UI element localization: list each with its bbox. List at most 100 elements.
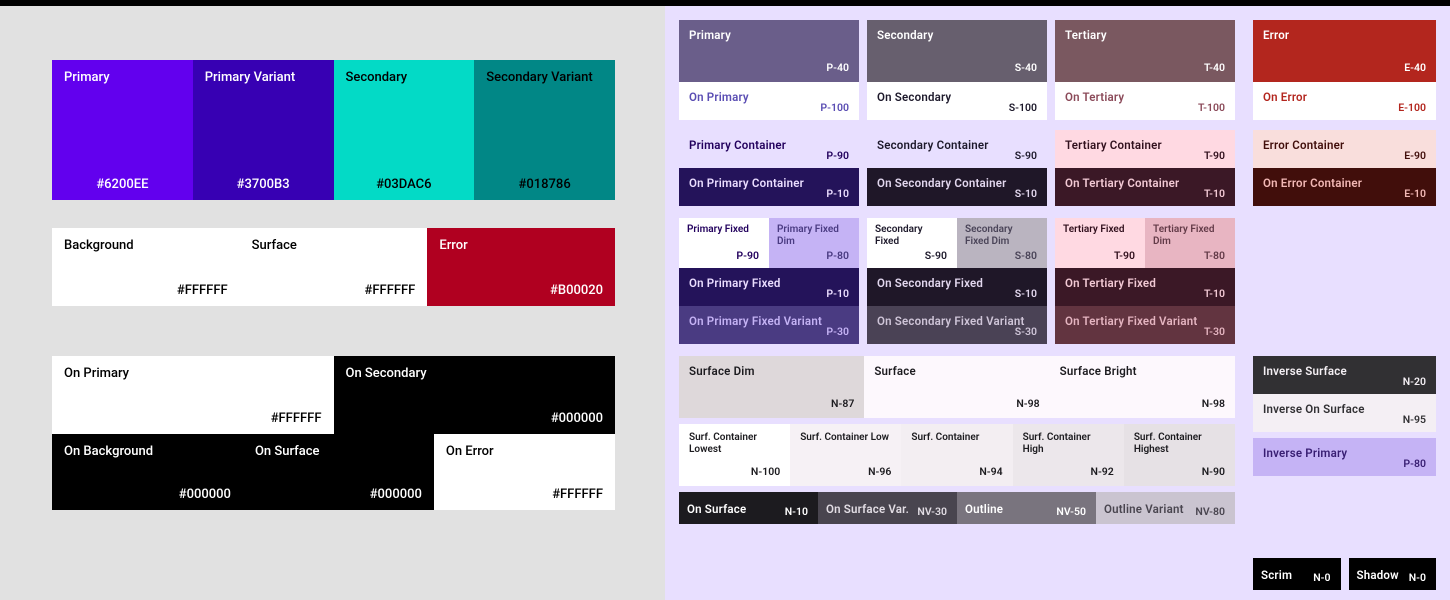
tile-label: On Primary Fixed — [689, 276, 849, 290]
tile-label: Secondary Fixed Dim — [965, 224, 1039, 248]
m3-fixed-block: Primary FixedP-90Primary Fixed DimP-80On… — [679, 218, 1436, 344]
swatch-label: Background — [64, 238, 228, 255]
tile-label: Primary Fixed Dim — [777, 224, 851, 248]
tile-label: On Secondary Fixed — [877, 276, 1037, 290]
color-tile: On Tertiary ContainerT-10 — [1055, 168, 1235, 206]
m2-error: Error #B00020 — [427, 228, 615, 306]
tile-label: Primary Container — [689, 138, 849, 152]
tile-label: On Tertiary Fixed — [1065, 276, 1225, 290]
tile-label: Inverse On Surface — [1263, 402, 1426, 416]
tile-token: S-80 — [1015, 249, 1037, 262]
tile-token: E-40 — [1404, 61, 1426, 74]
tile-label: Inverse Surface — [1263, 364, 1426, 378]
swatch-label: Secondary — [346, 70, 463, 87]
tile-label: Surf. Container Lowest — [689, 432, 780, 456]
tile-label: Secondary Container — [877, 138, 1037, 152]
tile-label: Error Container — [1263, 138, 1426, 152]
tile-token: N-98 — [1016, 397, 1039, 410]
m2-core-row: Primary #6200EE Primary Variant #3700B3 … — [52, 60, 615, 200]
m2-on-row-1: On Primary #FFFFFF On Secondary #000000 — [52, 356, 615, 434]
color-tile: On Tertiary Fixed VariantT-30 — [1055, 306, 1235, 344]
tile-label: Surf. Container High — [1023, 432, 1114, 456]
swatch-label: On Primary — [64, 366, 322, 383]
tile-label: Scrim — [1261, 568, 1292, 582]
m3-surfaces-left: Surface Dim N-87 Surface N-98 Surface Br… — [679, 356, 1235, 590]
tile-token: S-30 — [1015, 325, 1037, 338]
m2-secondary: Secondary #03DAC6 — [334, 60, 475, 200]
tile-label: On Surface Var. — [826, 502, 909, 516]
tile-token: P-80 — [1403, 457, 1426, 470]
color-tile: On Secondary ContainerS-10 — [867, 168, 1047, 206]
swatch-label: On Background — [64, 444, 231, 461]
tile-label: Outline — [965, 502, 1003, 516]
color-tile: On Tertiary FixedT-10 — [1055, 268, 1235, 306]
fixed-pair: Primary FixedP-90Primary Fixed DimP-80 — [679, 218, 859, 268]
color-tile: Primary FixedP-90 — [679, 218, 769, 268]
swatch-hex: #000000 — [370, 487, 422, 502]
tile-token: T-30 — [1204, 325, 1225, 338]
color-tile: On Primary ContainerP-10 — [679, 168, 859, 206]
tile-token: N-94 — [979, 465, 1002, 478]
tile-token: N-90 — [1202, 465, 1225, 478]
tile-token: T-100 — [1198, 101, 1225, 114]
tile-label: Surf. Container Highest — [1134, 432, 1225, 456]
tile-token: S-100 — [1009, 101, 1037, 114]
tile-token: E-10 — [1404, 187, 1426, 200]
inverse-primary: Inverse Primary P-80 — [1253, 438, 1436, 476]
tile-token: NV-30 — [917, 505, 947, 518]
color-tile: TertiaryT-40 — [1055, 20, 1235, 82]
tile-token: N-95 — [1403, 413, 1426, 426]
tile-label: Tertiary Fixed Dim — [1153, 224, 1227, 248]
m3-error-col: ErrorE-40On ErrorE-100Error ContainerE-9… — [1253, 20, 1436, 206]
fixed-pair: Tertiary FixedT-90Tertiary Fixed DimT-80 — [1055, 218, 1235, 268]
top-black-bar — [0, 0, 1450, 6]
color-tile: PrimaryP-40 — [679, 20, 859, 82]
color-tile: On Surface Var. NV-30 — [818, 492, 957, 524]
m3-primary-fixed-col: Primary FixedP-90Primary Fixed DimP-80On… — [679, 218, 859, 344]
swatch-label: Primary — [64, 70, 181, 87]
tile-token: E-90 — [1404, 149, 1426, 162]
fixed-pair: Secondary FixedS-90Secondary Fixed DimS-… — [867, 218, 1047, 268]
tile-token: S-90 — [1015, 149, 1037, 162]
swatch-label: Primary Variant — [205, 70, 322, 87]
m3-secondary-fixed-col: Secondary FixedS-90Secondary Fixed DimS-… — [867, 218, 1047, 344]
swatch-hex: #018786 — [519, 177, 571, 192]
swatch-hex: #FFFFFF — [365, 283, 416, 298]
color-tile: Tertiary ContainerT-90 — [1055, 130, 1235, 168]
color-tile: On TertiaryT-100 — [1055, 82, 1235, 120]
m2-bg-row: Background #FFFFFF Surface #FFFFFF Error… — [52, 228, 615, 306]
swatch-label: Secondary Variant — [486, 70, 603, 87]
material3-palette: PrimaryP-40On PrimaryP-100 Primary Contai… — [665, 0, 1450, 600]
surface-bright: Surface Bright N-98 — [1050, 356, 1235, 418]
tile-label: On Tertiary Fixed Variant — [1065, 314, 1225, 328]
m3-bottom-row: On SurfaceN-10On Surface Var.NV-30Outlin… — [679, 492, 1235, 524]
color-tile: On PrimaryP-100 — [679, 82, 859, 120]
color-tile: On Error ContainerE-10 — [1253, 168, 1436, 206]
color-tile: Surf. Container LowN-96 — [790, 424, 901, 486]
tile-label: Shadow — [1357, 568, 1399, 582]
tile-label: On Secondary Fixed Variant — [877, 314, 1037, 328]
color-tile: ErrorE-40 — [1253, 20, 1436, 82]
m3-tertiary-col: TertiaryT-40On TertiaryT-100 Tertiary Con… — [1055, 20, 1235, 206]
color-tile: On Primary Fixed VariantP-30 — [679, 306, 859, 344]
tile-label: Tertiary — [1065, 28, 1225, 42]
tile-label: Secondary — [877, 28, 1037, 42]
m2-surface: Surface #FFFFFF — [240, 228, 428, 306]
m2-on-primary: On Primary #FFFFFF — [52, 356, 334, 434]
inverse-surface: Inverse Surface N-20 — [1253, 356, 1436, 394]
m3-surfaces-block: Surface Dim N-87 Surface N-98 Surface Br… — [679, 356, 1436, 590]
swatch-hex: #FFFFFF — [552, 487, 603, 502]
tile-label: Surface Dim — [689, 364, 854, 378]
tile-token: N-20 — [1403, 375, 1426, 388]
m2-secondary-variant: Secondary Variant #018786 — [474, 60, 615, 200]
tile-token: T-90 — [1204, 149, 1225, 162]
m3-scrim-shadow: Scrim N-0 Shadow N-0 — [1253, 558, 1436, 590]
swatch-label: Surface — [252, 238, 416, 255]
swatch-label: On Secondary — [346, 366, 604, 383]
color-tile: Surf. Container Highest N-90 — [1124, 424, 1235, 486]
tile-label: On Primary Container — [689, 176, 849, 190]
color-tile: SecondaryS-40 — [867, 20, 1047, 82]
inverse-on-surface: Inverse On Surface N-95 — [1253, 394, 1436, 432]
tile-token: P-30 — [826, 325, 849, 338]
tile-label: On Primary Fixed Variant — [689, 314, 849, 328]
